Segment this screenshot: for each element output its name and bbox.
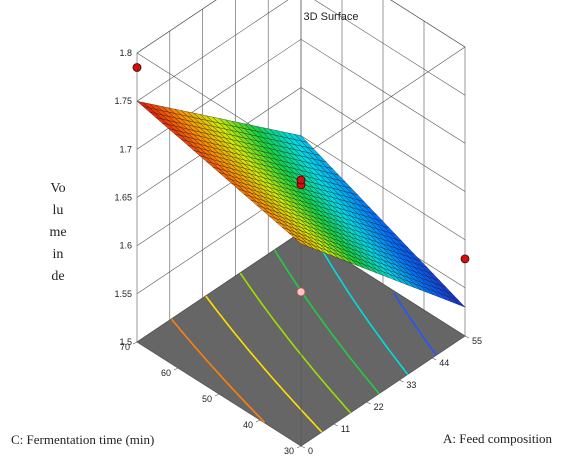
z-axis-label: Vo lu me in de (49, 181, 66, 284)
y-tick-mark (214, 393, 220, 397)
design-point (460, 254, 470, 264)
x-tick-label: 11 (341, 424, 350, 434)
contour-line (393, 292, 438, 356)
z-axis-label-line: lu (53, 203, 64, 218)
z-axis-label-line: in (53, 247, 64, 262)
x-tick-label: 55 (472, 336, 482, 346)
x-axis-label: A: Feed composition (443, 431, 553, 446)
points-above (132, 63, 470, 264)
x-tick-mark (300, 445, 306, 449)
z-tick-label: 1.55 (114, 289, 132, 299)
contour-line (273, 249, 380, 395)
z-axis-label-line: de (51, 269, 64, 284)
z-axis-label-line: Vo (50, 181, 65, 196)
y-tick-mark (255, 419, 261, 423)
x-tick-mark (432, 357, 437, 361)
y-tick-mark (132, 341, 138, 345)
x-tick-mark (464, 335, 470, 339)
grid-layer (136, 0, 466, 446)
chart-title: 3D Surface (303, 11, 358, 23)
y-tick-mark (296, 445, 302, 449)
contour-line (205, 295, 323, 433)
x-tick-mark (333, 423, 338, 427)
contour-line (170, 318, 266, 423)
x-tick-mark (366, 401, 371, 405)
box-top-edge (136, 0, 466, 158)
design-point (296, 287, 306, 297)
y-tick-label: 60 (161, 368, 171, 378)
z-tick-label: 1.5 (119, 337, 132, 347)
z-tick-label: 1.8 (119, 48, 132, 58)
x-tick-label: 0 (308, 446, 313, 456)
y-tick-label: 50 (202, 394, 212, 404)
ticks-layer: 0 11 22 33 44 55 30 40 50 60 701.5 1.55 1.6 1.65 1.7 1.… (114, 48, 482, 456)
z-tick-label: 1.6 (119, 241, 132, 251)
contour-line (319, 245, 409, 375)
z-gridline (136, 0, 466, 102)
z-tick-label: 1.75 (114, 96, 132, 106)
y-tick-label: 30 (284, 446, 294, 456)
design-point (296, 175, 306, 185)
y-tick-label: 40 (243, 420, 253, 430)
surface-facet (294, 238, 308, 247)
z-tick-label: 1.65 (114, 193, 132, 203)
z-tick-label: 1.7 (119, 144, 132, 154)
y-tick-label: 70 (120, 342, 130, 352)
x-tick-label: 22 (374, 402, 384, 412)
x-tick-mark (399, 379, 404, 383)
x-tick-label: 44 (439, 358, 449, 368)
y-tick-mark (173, 367, 179, 371)
x-tick-label: 33 (406, 380, 416, 390)
y-axis-label: C: Fermentation time (min) (11, 432, 154, 447)
design-point (132, 63, 142, 72)
surface-layer (136, 101, 466, 308)
contour-line (239, 272, 352, 414)
z-axis-label-line: me (49, 225, 66, 240)
